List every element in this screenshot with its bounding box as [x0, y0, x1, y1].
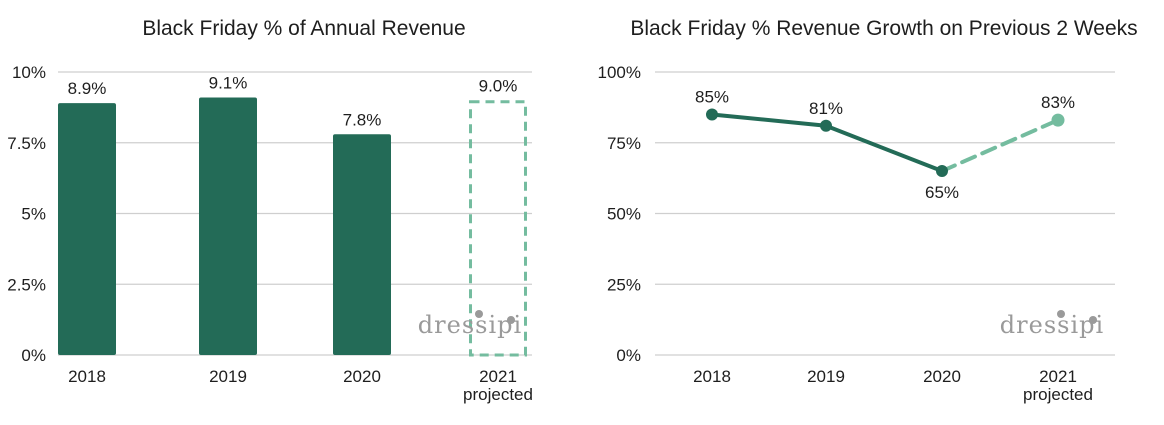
chart-title: Black Friday % of Annual Revenue — [142, 17, 465, 40]
data-label: 8.9% — [68, 79, 107, 98]
data-label: 65% — [925, 183, 959, 202]
data-label: 81% — [809, 99, 843, 118]
y-tick-label: 10% — [12, 63, 46, 82]
y-tick-label: 100% — [598, 63, 641, 82]
point — [706, 108, 718, 121]
line-segment — [710, 112, 828, 128]
chart-title: Black Friday % Revenue Growth on Previou… — [630, 17, 1137, 40]
x-tick-sublabel: projected — [463, 385, 533, 404]
point — [820, 119, 832, 132]
y-tick-label: 2.5% — [7, 275, 46, 294]
y-tick-label: 5% — [21, 205, 46, 224]
bar — [333, 134, 391, 355]
y-tick-label: 75% — [607, 134, 641, 153]
y-tick-label: 25% — [607, 275, 641, 294]
line-segment-projected — [940, 118, 1060, 174]
x-tick-label: 2019 — [209, 367, 247, 386]
x-tick-label: 2020 — [923, 367, 961, 386]
y-tick-label: 0% — [21, 346, 46, 365]
logo-dot-icon — [475, 310, 483, 318]
data-label: 85% — [695, 87, 729, 106]
logo-dot-icon — [1057, 310, 1065, 318]
bar — [199, 97, 257, 355]
data-label: 9.1% — [209, 73, 248, 92]
x-tick-label: 2020 — [343, 367, 381, 386]
data-label: 7.8% — [343, 110, 382, 129]
x-tick-label: 2021 — [479, 367, 517, 386]
data-label: 9.0% — [479, 76, 518, 95]
logo-dot-icon — [507, 316, 515, 324]
bar — [58, 103, 116, 355]
y-tick-label: 50% — [607, 205, 641, 224]
point-projected — [1051, 113, 1065, 127]
y-tick-label: 7.5% — [7, 134, 46, 153]
x-tick-label: 2018 — [693, 367, 731, 386]
logo-dot-icon — [1089, 316, 1097, 324]
x-tick-label: 2018 — [68, 367, 106, 386]
watermark-text: dressipi — [418, 311, 522, 339]
dressipi-logo: dressipi — [418, 310, 522, 339]
line-segment — [824, 123, 944, 174]
point — [936, 165, 948, 178]
watermark-text: dressipi — [1000, 311, 1104, 339]
x-tick-label: 2021 — [1039, 367, 1077, 386]
data-label: 83% — [1041, 93, 1075, 112]
x-tick-label: 2019 — [807, 367, 845, 386]
y-tick-label: 0% — [616, 346, 641, 365]
bar-projected — [469, 100, 527, 357]
x-tick-sublabel: projected — [1023, 385, 1093, 404]
dressipi-logo: dressipi — [1000, 310, 1104, 339]
